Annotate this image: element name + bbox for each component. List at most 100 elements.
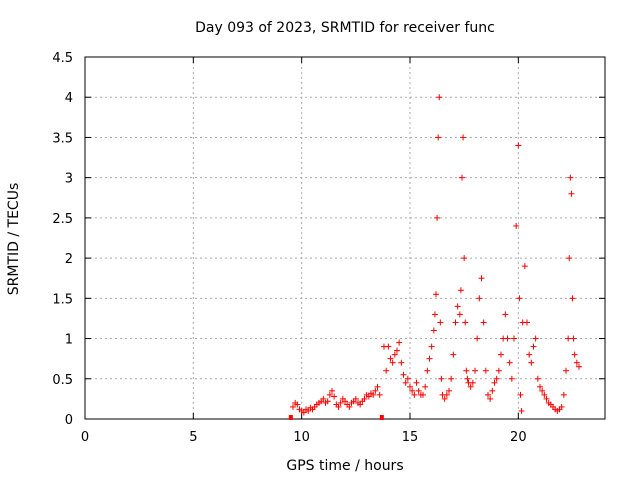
data-point bbox=[376, 391, 383, 398]
data-point bbox=[448, 375, 455, 382]
data-point bbox=[411, 391, 418, 398]
y-tick-label: 0.5 bbox=[52, 373, 73, 388]
data-point bbox=[563, 367, 569, 374]
data-point bbox=[462, 319, 469, 326]
data-point bbox=[518, 407, 525, 414]
data-point bbox=[385, 343, 392, 350]
x-tick-label: 10 bbox=[293, 430, 310, 445]
data-point bbox=[326, 391, 333, 398]
data-point bbox=[394, 347, 400, 354]
data-point bbox=[506, 359, 513, 366]
plot-frame bbox=[84, 56, 606, 420]
data-point bbox=[569, 295, 576, 302]
data-point bbox=[435, 134, 442, 141]
data-point bbox=[290, 403, 296, 410]
data-point bbox=[571, 351, 578, 358]
data-point bbox=[567, 174, 574, 181]
data-point bbox=[413, 379, 420, 386]
flagged-point bbox=[288, 415, 293, 420]
y-tick-label: 3 bbox=[65, 172, 73, 187]
data-point bbox=[537, 383, 543, 390]
data-point bbox=[491, 379, 498, 386]
data-point bbox=[365, 393, 372, 400]
data-point bbox=[305, 407, 312, 414]
data-point bbox=[361, 395, 368, 402]
chart-title: Day 093 of 2023, SRMTID for receiver fun… bbox=[195, 20, 495, 36]
data-point bbox=[558, 403, 565, 410]
data-point bbox=[474, 335, 481, 342]
data-point bbox=[398, 359, 405, 366]
data-point bbox=[480, 319, 487, 326]
flagged-point bbox=[379, 415, 384, 420]
data-point bbox=[357, 401, 364, 408]
y-tick-label: 1.5 bbox=[52, 292, 73, 307]
data-point bbox=[387, 355, 394, 362]
data-point bbox=[463, 367, 470, 374]
data-point bbox=[515, 142, 522, 149]
data-point bbox=[409, 387, 416, 394]
data-point bbox=[370, 391, 377, 398]
data-point bbox=[576, 363, 582, 370]
data-point bbox=[516, 295, 523, 302]
data-point bbox=[452, 319, 459, 326]
data-point bbox=[415, 387, 422, 394]
data-point bbox=[433, 291, 439, 298]
y-tick-label: 2 bbox=[65, 252, 73, 267]
data-point bbox=[464, 375, 471, 382]
data-point bbox=[428, 343, 435, 350]
data-point bbox=[493, 375, 500, 382]
x-tick-label: 5 bbox=[189, 430, 197, 445]
data-point bbox=[400, 371, 407, 378]
data-point bbox=[508, 375, 515, 382]
data-point bbox=[450, 351, 457, 358]
y-tick-label: 3.5 bbox=[52, 131, 73, 146]
data-point bbox=[422, 383, 429, 390]
data-point bbox=[469, 379, 476, 386]
data-point bbox=[543, 395, 550, 402]
x-tick-label: 0 bbox=[81, 430, 89, 445]
data-point bbox=[485, 391, 491, 398]
data-point bbox=[478, 275, 485, 282]
data-point bbox=[320, 395, 327, 402]
data-point bbox=[404, 375, 411, 382]
axes bbox=[84, 56, 606, 420]
data-point bbox=[532, 335, 539, 342]
data-point bbox=[335, 403, 342, 410]
data-point bbox=[396, 339, 403, 346]
data-point bbox=[426, 355, 433, 362]
data-point bbox=[446, 387, 452, 394]
y-tick-label: 4.5 bbox=[52, 51, 73, 66]
data-point bbox=[294, 401, 301, 408]
data-point bbox=[402, 379, 409, 386]
data-point bbox=[372, 387, 379, 394]
data-point bbox=[430, 327, 437, 334]
data-point bbox=[560, 391, 567, 398]
data-point bbox=[541, 391, 548, 398]
data-point bbox=[391, 351, 398, 358]
gridlines bbox=[85, 57, 605, 419]
data-point bbox=[534, 375, 541, 382]
x-axis-label: GPS time / hours bbox=[286, 458, 403, 474]
data-point bbox=[487, 395, 494, 402]
data-point bbox=[337, 399, 344, 406]
data-point bbox=[513, 222, 520, 229]
data-point bbox=[530, 343, 537, 350]
data-point bbox=[329, 387, 335, 394]
data-point bbox=[300, 409, 307, 416]
y-tick-label: 1 bbox=[65, 333, 73, 348]
data-point bbox=[454, 303, 461, 310]
data-point bbox=[438, 375, 445, 382]
data-point bbox=[517, 391, 524, 398]
data-point bbox=[467, 383, 474, 390]
data-point bbox=[461, 255, 468, 262]
data-point bbox=[434, 214, 441, 221]
data-point bbox=[504, 335, 511, 342]
data-point bbox=[482, 367, 489, 374]
data-point bbox=[342, 398, 348, 405]
data-point bbox=[457, 287, 464, 294]
data-point bbox=[420, 391, 426, 398]
data-point bbox=[389, 359, 396, 366]
y-axis-ticks: 0 0.5 1 1.5 2 2.5 3 3.5 4 4.5 bbox=[52, 51, 605, 428]
